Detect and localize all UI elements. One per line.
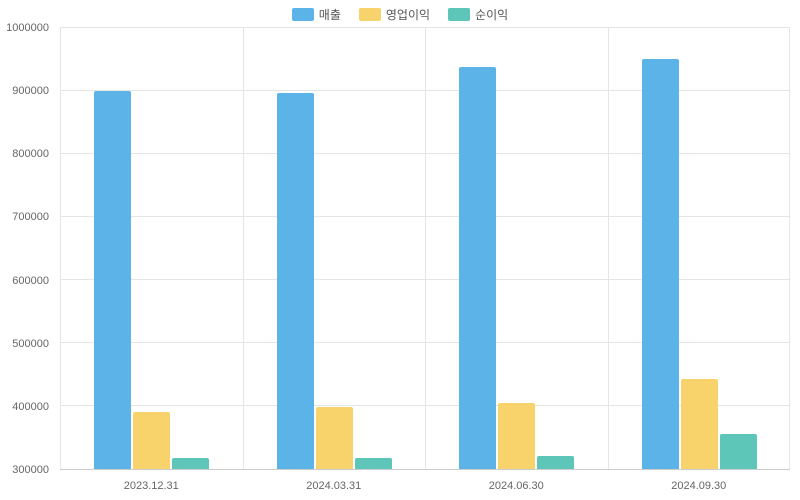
category-group (60, 28, 243, 469)
bar (681, 379, 718, 469)
y-tick-label: 400000 (12, 401, 49, 413)
legend-swatch-net-profit (448, 8, 470, 21)
x-axis: 2023.12.31 2024.03.31 2024.06.30 2024.09.30 (60, 474, 790, 500)
y-tick-label: 600000 (12, 275, 49, 287)
y-tick-label: 900000 (12, 85, 49, 97)
legend-item-sales: 매출 (292, 6, 341, 23)
x-tick-label: 2024.06.30 (489, 480, 544, 492)
category-group (243, 28, 426, 469)
x-tick-label: 2023.12.31 (124, 480, 179, 492)
legend-item-operating-profit: 영업이익 (359, 6, 430, 23)
bar (94, 91, 131, 469)
y-tick-label: 1000000 (6, 22, 49, 34)
y-tick-label: 700000 (12, 211, 49, 223)
y-tick-label: 800000 (12, 148, 49, 160)
plot-area (60, 28, 790, 470)
category-group (425, 28, 608, 469)
legend: 매출 영업이익 순이익 (0, 6, 800, 23)
bar (459, 67, 496, 469)
x-tick-label: 2024.03.31 (306, 480, 361, 492)
bar (498, 403, 535, 469)
bar (277, 93, 314, 469)
chart-container: 매출 영업이익 순이익 300000 400000 500000 600000 7000… (0, 0, 800, 500)
legend-label-operating-profit: 영업이익 (386, 6, 430, 23)
legend-swatch-operating-profit (359, 8, 381, 21)
legend-item-net-profit: 순이익 (448, 6, 508, 23)
bar (642, 59, 679, 469)
bar (720, 434, 757, 469)
y-tick-label: 300000 (12, 464, 49, 476)
legend-swatch-sales (292, 8, 314, 21)
x-tick-label: 2024.09.30 (671, 480, 726, 492)
bar (133, 412, 170, 469)
category-group (608, 28, 791, 469)
legend-label-sales: 매출 (319, 6, 341, 23)
bar (537, 456, 574, 469)
gridline (789, 28, 790, 469)
bar (355, 458, 392, 469)
bar (172, 458, 209, 469)
bar (316, 407, 353, 470)
y-tick-label: 500000 (12, 338, 49, 350)
y-axis: 3000004000005000006000007000008000009000… (0, 28, 55, 470)
legend-label-net-profit: 순이익 (475, 6, 508, 23)
